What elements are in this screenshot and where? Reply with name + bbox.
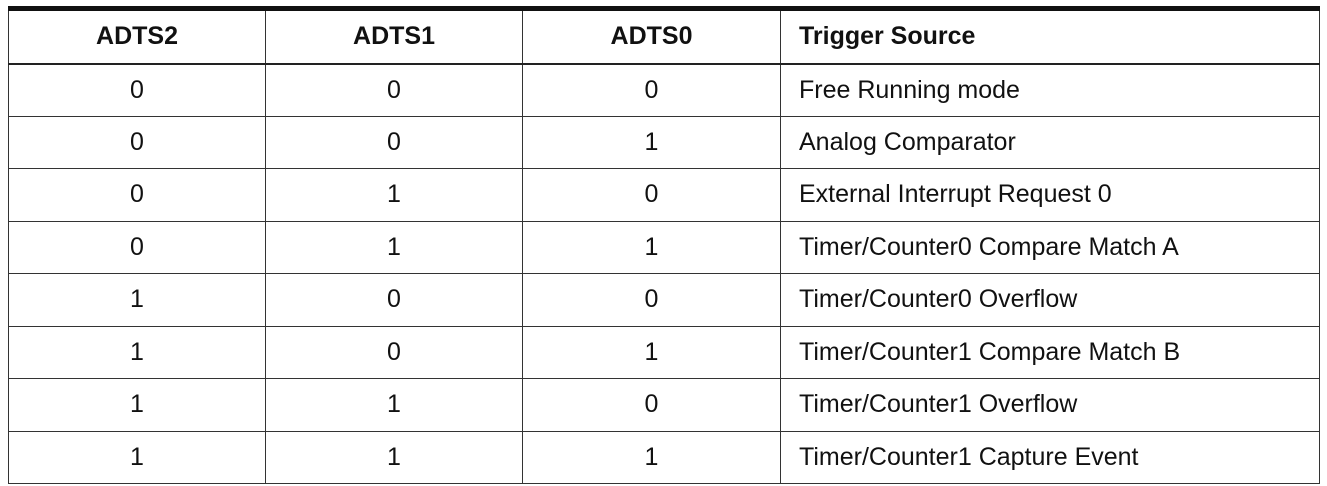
- cell-adts0: 0: [522, 378, 781, 432]
- cell-adts1: 1: [265, 378, 523, 432]
- cell-trigger-source: Timer/Counter1 Overflow: [780, 378, 1320, 432]
- header-row: ADTS2 ADTS1 ADTS0 Trigger Source: [8, 6, 1320, 65]
- table-row: 0 1 0 External Interrupt Request 0: [8, 168, 1320, 222]
- header-adts1: ADTS1: [265, 6, 523, 65]
- cell-adts0: 0: [522, 63, 781, 117]
- table-row: 1 1 1 Timer/Counter1 Capture Event: [8, 430, 1320, 484]
- cell-trigger-source: Timer/Counter0 Compare Match A: [780, 220, 1320, 274]
- table-header: ADTS2 ADTS1 ADTS0 Trigger Source: [8, 6, 1320, 65]
- header-trigger-source: Trigger Source: [780, 6, 1320, 65]
- cell-adts0: 0: [522, 168, 781, 222]
- cell-adts0: 1: [522, 220, 781, 274]
- cell-adts0: 1: [522, 115, 781, 169]
- cell-adts2: 1: [8, 378, 266, 432]
- table-body: 0 0 0 Free Running mode 0 0 1 Analog Com…: [8, 63, 1320, 484]
- table-row: 1 1 0 Timer/Counter1 Overflow: [8, 378, 1320, 432]
- cell-adts2: 0: [8, 63, 266, 117]
- cell-adts1: 0: [265, 115, 523, 169]
- cell-adts1: 0: [265, 273, 523, 327]
- cell-trigger-source: Timer/Counter1 Compare Match B: [780, 325, 1320, 379]
- cell-adts2: 1: [8, 273, 266, 327]
- cell-adts0: 0: [522, 273, 781, 327]
- cell-adts2: 1: [8, 430, 266, 484]
- cell-adts1: 0: [265, 325, 523, 379]
- cell-adts2: 0: [8, 115, 266, 169]
- table-row: 0 0 1 Analog Comparator: [8, 115, 1320, 169]
- cell-trigger-source: Free Running mode: [780, 63, 1320, 117]
- cell-adts2: 1: [8, 325, 266, 379]
- cell-adts1: 1: [265, 220, 523, 274]
- cell-adts1: 0: [265, 63, 523, 117]
- cell-trigger-source: External Interrupt Request 0: [780, 168, 1320, 222]
- cell-adts2: 0: [8, 168, 266, 222]
- cell-adts0: 1: [522, 430, 781, 484]
- trigger-source-table: ADTS2 ADTS1 ADTS0 Trigger Source 0 0 0 F…: [8, 6, 1320, 484]
- cell-trigger-source: Timer/Counter0 Overflow: [780, 273, 1320, 327]
- header-adts2: ADTS2: [8, 6, 266, 65]
- cell-trigger-source: Analog Comparator: [780, 115, 1320, 169]
- cell-adts0: 1: [522, 325, 781, 379]
- cell-adts2: 0: [8, 220, 266, 274]
- cell-trigger-source: Timer/Counter1 Capture Event: [780, 430, 1320, 484]
- cell-adts1: 1: [265, 168, 523, 222]
- table-row: 1 0 0 Timer/Counter0 Overflow: [8, 273, 1320, 327]
- header-adts0: ADTS0: [522, 6, 781, 65]
- table-row: 0 1 1 Timer/Counter0 Compare Match A: [8, 220, 1320, 274]
- table-row: 1 0 1 Timer/Counter1 Compare Match B: [8, 325, 1320, 379]
- cell-adts1: 1: [265, 430, 523, 484]
- trigger-source-table-container: ADTS2 ADTS1 ADTS0 Trigger Source 0 0 0 F…: [8, 6, 1320, 484]
- table-row: 0 0 0 Free Running mode: [8, 63, 1320, 117]
